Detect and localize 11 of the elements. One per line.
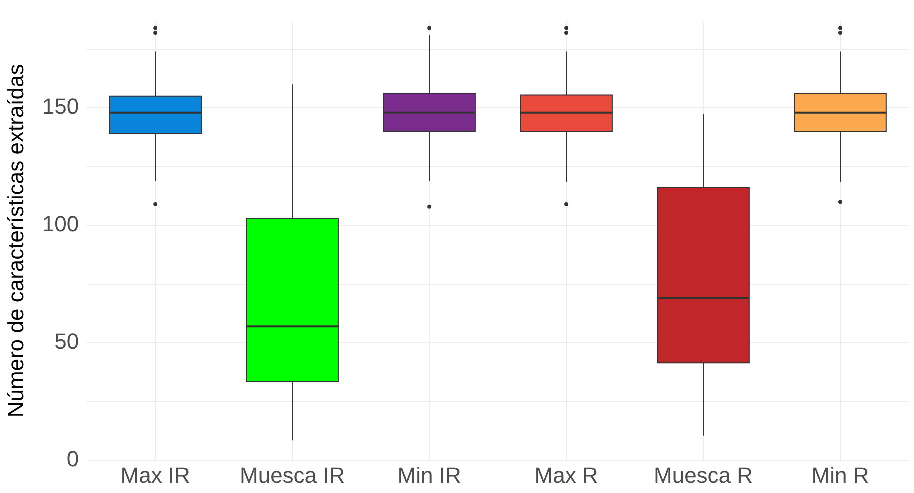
x-tick-label: Max R [534, 462, 598, 488]
y-tick-label: 150 [42, 94, 80, 120]
y-tick-label: 100 [42, 212, 80, 237]
x-tick-label: Muesca IR [240, 462, 346, 488]
y-tick-label: 50 [54, 329, 80, 354]
x-tick-label: Max IR [120, 462, 190, 488]
x-tick-label: Muesca R [654, 462, 754, 488]
x-tick-label: Min R [812, 462, 870, 488]
y-axis-title: Número de características extraídas [3, 64, 28, 418]
y-tick-label: 0 [66, 446, 80, 472]
x-tick-label: Min IR [398, 462, 462, 488]
